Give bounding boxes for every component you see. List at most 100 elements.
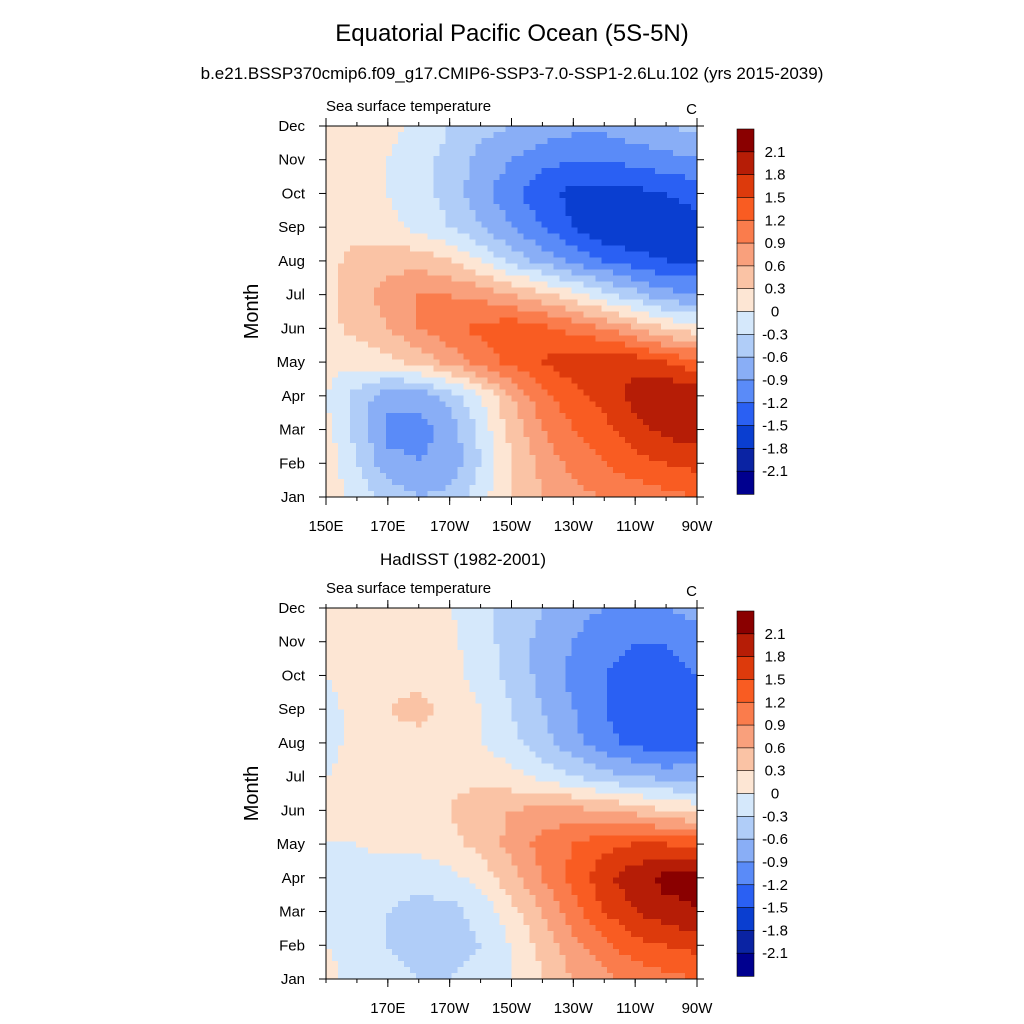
heatmap-cell [511,341,519,348]
heatmap-cell [685,239,692,247]
heatmap-cell [463,667,471,675]
heatmap-cell [391,649,399,657]
heatmap-cell [625,185,632,193]
heatmap-cell [523,263,531,271]
heatmap-cell [619,365,626,372]
heatmap-cell [613,215,620,223]
heatmap-cell [541,425,548,432]
heatmap-cell [361,419,369,426]
heatmap-cell [433,431,441,438]
heatmap-cell [535,221,543,229]
heatmap-cell [541,221,548,229]
heatmap-cell [517,473,525,480]
heatmap-cell [361,245,369,253]
heatmap-cell [505,413,513,420]
heatmap-cell [337,461,345,468]
heatmap-cell [493,359,501,366]
heatmap-cell [326,449,333,456]
heatmap-cell [607,149,614,157]
heatmap-cell [535,425,543,432]
heatmap-cell [385,613,393,621]
heatmap-cell [607,431,614,438]
heatmap-cell [331,227,339,235]
heatmap-cell [499,365,507,372]
heatmap-cell [535,649,543,657]
heatmap-cell [583,419,590,426]
heatmap-cell [427,221,435,229]
heatmap-cell [493,491,501,498]
heatmap-cell [379,467,387,474]
heatmap-cell [679,149,686,157]
heatmap-cell [427,667,435,675]
heatmap-cell [517,437,525,444]
heatmap-cell [433,395,441,402]
heatmap-cell [469,227,477,235]
heatmap-cell [361,347,369,354]
heatmap-cell [361,143,369,151]
heatmap-cell [577,631,584,639]
heatmap-cell [421,608,429,615]
heatmap-cell [433,413,441,420]
heatmap-cell [679,305,686,313]
heatmap-cell [481,329,489,337]
heatmap-cell [499,293,507,301]
heatmap-cell [613,155,620,163]
heatmap-cell [373,143,381,151]
colorbar-label: -1.5 [762,418,788,435]
heatmap-cell [523,619,531,627]
y-tick-label: Mar [279,422,305,439]
heatmap-cell [631,619,638,627]
heatmap-cell [607,425,614,432]
heatmap-cell [373,401,381,408]
heatmap-cell [379,203,387,211]
heatmap-cell [463,191,471,199]
heatmap-cell [427,293,435,301]
heatmap-cell [355,173,363,181]
heatmap-cell [553,419,560,426]
heatmap-cell [433,173,441,181]
heatmap-cell [445,155,453,163]
heatmap-cell [385,461,393,468]
heatmap-cell [331,263,339,271]
heatmap-cell [565,311,572,319]
heatmap-cell [463,655,471,663]
heatmap-cell [643,215,650,223]
heatmap-cell [337,407,345,414]
heatmap-cell [343,479,351,486]
heatmap-cell [673,347,680,354]
heatmap-cell [355,425,363,432]
heatmap-cell [631,215,638,223]
heatmap-cell [649,473,656,480]
heatmap-cell [553,691,560,699]
heatmap-cell [475,341,483,348]
heatmap-cell [337,317,345,325]
heatmap-cell [691,311,698,319]
heatmap-cell [499,311,507,319]
heatmap-cell [637,485,644,492]
heatmap-cell [469,149,477,157]
heatmap-cell [499,323,507,331]
heatmap-cell [433,197,441,205]
heatmap-cell [487,281,495,289]
heatmap-cell [511,697,519,705]
heatmap-cell [397,251,405,259]
heatmap-cell [565,305,572,313]
heatmap-cell [463,443,471,450]
heatmap-cell [691,191,698,199]
heatmap-cell [517,215,525,223]
heatmap-cell [373,347,381,354]
heatmap-cell [499,649,507,657]
heatmap-cell [571,179,578,187]
heatmap-cell [385,365,393,372]
heatmap-cell [326,473,333,480]
heatmap-cell [409,703,417,711]
heatmap-cell [373,697,381,705]
heatmap-cell [427,619,435,627]
heatmap-cell [583,155,590,163]
heatmap-cell [367,667,375,675]
heatmap-cell [637,395,644,402]
heatmap-cell [685,179,692,187]
heatmap-cell [625,625,632,633]
heatmap-cell [427,673,435,681]
heatmap-cell [601,479,608,486]
